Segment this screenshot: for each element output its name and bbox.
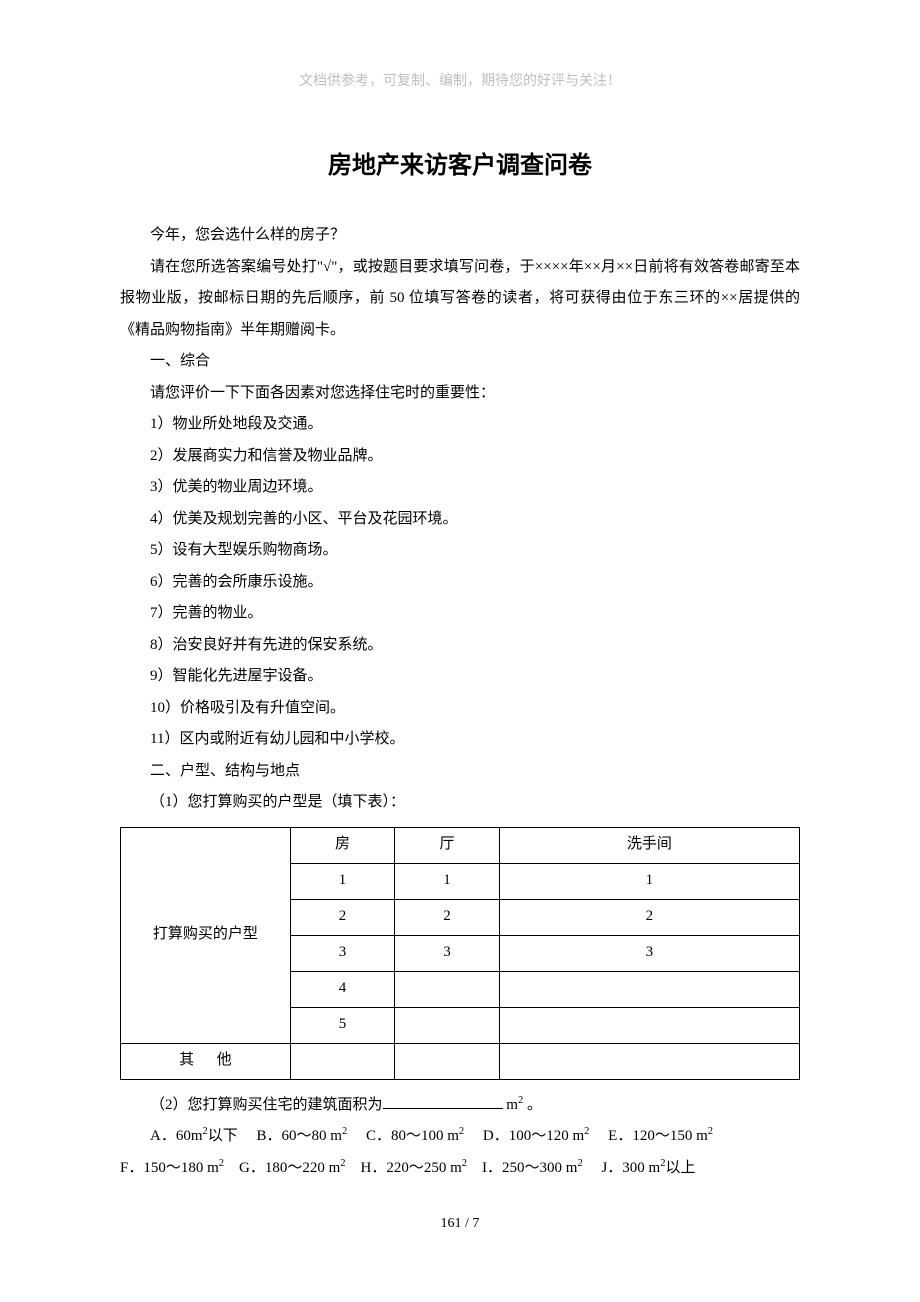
- list-item: 10）价格吸引及有升值空间。: [120, 693, 800, 725]
- table-cell[interactable]: 3: [290, 935, 395, 971]
- question-2-2: （2）您打算购买住宅的建筑面积为 m2 。: [120, 1090, 800, 1122]
- table-cell[interactable]: 1: [395, 863, 500, 899]
- table-header: 洗手间: [499, 827, 799, 863]
- table-cell[interactable]: 1: [290, 863, 395, 899]
- table-cell[interactable]: 3: [499, 935, 799, 971]
- table-cell[interactable]: 5: [290, 1007, 395, 1043]
- table-header: 厅: [395, 827, 500, 863]
- section-1-label: 一、综合: [120, 346, 800, 378]
- header-note: 文档供参考，可复制、编制，期待您的好评与关注！: [120, 70, 800, 90]
- options-line-2: F．150～180 m2 G．180～220 m2 H．220～250 m2 I…: [120, 1153, 800, 1185]
- table-other-row: 其他: [121, 1043, 800, 1079]
- table-cell[interactable]: 3: [395, 935, 500, 971]
- section-2-label: 二、户型、结构与地点: [120, 756, 800, 788]
- blank-line[interactable]: [383, 1094, 503, 1109]
- intro-question: 今年，您会选什么样的房子？: [120, 220, 800, 252]
- section-1-prompt: 请您评价一下下面各因素对您选择住宅时的重要性：: [120, 378, 800, 410]
- list-item: 5）设有大型娱乐购物商场。: [120, 535, 800, 567]
- intro-body: 请在您所选答案编号处打"√"，或按题目要求填写问卷，于××××年××月××日前将…: [120, 252, 800, 347]
- table-cell[interactable]: [499, 971, 799, 1007]
- table-cell[interactable]: [290, 1043, 395, 1079]
- table-cell[interactable]: 2: [499, 899, 799, 935]
- q2-pre: （2）您打算购买住宅的建筑面积为: [150, 1097, 383, 1113]
- table-cell[interactable]: 2: [290, 899, 395, 935]
- content-body: 今年，您会选什么样的房子？ 请在您所选答案编号处打"√"，或按题目要求填写问卷，…: [120, 220, 800, 1184]
- table-cell[interactable]: [395, 971, 500, 1007]
- list-item: 3）优美的物业周边环境。: [120, 472, 800, 504]
- list-item: 8）治安良好并有先进的保安系统。: [120, 630, 800, 662]
- table-cell[interactable]: 4: [290, 971, 395, 1007]
- list-item: 2）发展商实力和信誉及物业品牌。: [120, 441, 800, 473]
- table-other-label: 其他: [121, 1043, 291, 1079]
- list-item: 11）区内或附近有幼儿园和中小学校。: [120, 724, 800, 756]
- list-item: 6）完善的会所康乐设施。: [120, 567, 800, 599]
- question-2-1: （1）您打算购买的户型是（填下表）：: [120, 787, 800, 819]
- table-cell[interactable]: [499, 1007, 799, 1043]
- table-cell[interactable]: 2: [395, 899, 500, 935]
- table-cell[interactable]: [395, 1043, 500, 1079]
- page-footer: 161 / 7: [0, 1216, 920, 1232]
- list-item: 4）优美及规划完善的小区、平台及花园环境。: [120, 504, 800, 536]
- q2-post: m2 。: [503, 1097, 542, 1113]
- document-title: 房地产来访客户调查问卷: [120, 145, 800, 180]
- list-item: 1）物业所处地段及交通。: [120, 409, 800, 441]
- table-header: 房: [290, 827, 395, 863]
- table-cell[interactable]: 1: [499, 863, 799, 899]
- list-item: 7）完善的物业。: [120, 598, 800, 630]
- table-row-label: 打算购买的户型: [121, 827, 291, 1043]
- table-header-row: 打算购买的户型 房 厅 洗手间: [121, 827, 800, 863]
- unit-type-table: 打算购买的户型 房 厅 洗手间 1 1 1 2 2 2 3 3 3 4: [120, 827, 800, 1080]
- list-item: 9）智能化先进屋宇设备。: [120, 661, 800, 693]
- table-cell[interactable]: [499, 1043, 799, 1079]
- options-line-1: A．60m2以下 B．60～80 m2 C．80～100 m2 D．100～12…: [120, 1121, 800, 1153]
- table-cell[interactable]: [395, 1007, 500, 1043]
